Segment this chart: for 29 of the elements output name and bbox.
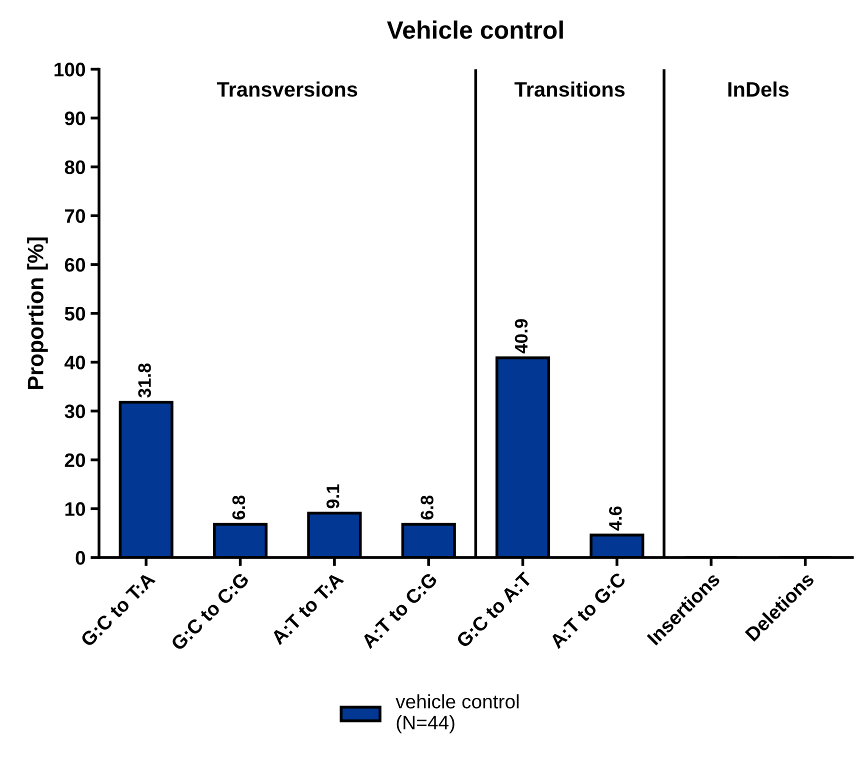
y-axis-title: Proportion [%] [27, 237, 48, 390]
x-tick-label: G:C to A:T [456, 571, 533, 648]
legend-label: vehicle control (N=44) [396, 694, 519, 734]
y-tick-label: 60 [64, 258, 86, 272]
annotation: Transversions [216, 81, 358, 97]
y-tick-label: 0 [76, 550, 86, 565]
x-tick-label: A:T to C:G [360, 572, 438, 650]
data-label: 40.9 [514, 319, 528, 354]
y-tick-label: 50 [64, 306, 86, 321]
annotation: InDels [728, 81, 789, 97]
y-tick-label: 20 [64, 453, 86, 468]
x-tick-label: G:C to C:G [170, 572, 250, 652]
data-label: 6.8 [232, 496, 246, 520]
y-tick-label: 10 [65, 502, 86, 516]
data-label: 4.6 [609, 506, 622, 531]
x-tick-label: A:T to T:A [270, 572, 344, 646]
x-tick-label: G:C to T:A [80, 571, 156, 648]
y-tick-label: 80 [64, 160, 86, 174]
x-tick-label: A:T to G:C [548, 571, 627, 650]
data-label: 6.8 [420, 496, 434, 520]
y-tick-label: 70 [65, 209, 86, 223]
annotation: Transitions [514, 81, 625, 97]
y-tick-label: 90 [64, 112, 86, 126]
y-tick-label: 40 [64, 356, 86, 370]
chart-title: Vehicle control [386, 20, 563, 39]
y-tick-label: 100 [54, 62, 86, 76]
data-label: 31.8 [138, 363, 151, 398]
y-tick-label: 30 [64, 404, 86, 418]
data-label: 9.1 [326, 484, 340, 508]
